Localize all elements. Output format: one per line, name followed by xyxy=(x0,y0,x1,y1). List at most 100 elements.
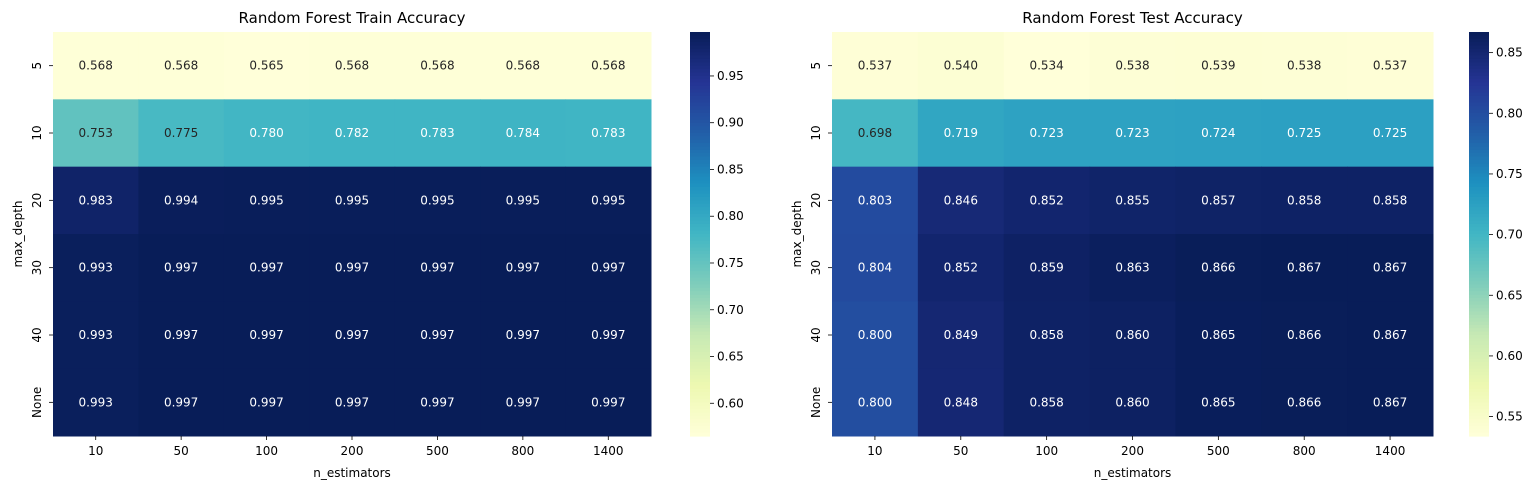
y-tick-label: 40 xyxy=(809,327,823,342)
colorbar-segment xyxy=(690,345,710,350)
heatmap-cell xyxy=(1089,234,1176,302)
colorbar-segment xyxy=(690,267,710,272)
y-tick-label: 5 xyxy=(809,62,823,70)
colorbar-segment xyxy=(690,89,710,94)
colorbar-segment xyxy=(690,116,710,121)
cell-value-label: 0.997 xyxy=(506,261,540,275)
cell-value-label: 0.997 xyxy=(164,395,198,409)
colorbar-segment xyxy=(690,72,710,77)
colorbar-segment xyxy=(1469,193,1489,198)
cell-value-label: 0.867 xyxy=(1373,395,1407,409)
colorbar-segment xyxy=(690,338,710,343)
colorbar-segment xyxy=(1469,392,1489,397)
y-tick-label: 20 xyxy=(809,193,823,208)
colorbar-segment xyxy=(1469,200,1489,205)
cell-value-label: 0.568 xyxy=(164,59,198,73)
x-tick-label: 100 xyxy=(1035,444,1058,458)
y-tick-label: 20 xyxy=(30,193,44,208)
colorbar-segment xyxy=(1469,385,1489,390)
colorbar-segment xyxy=(690,48,710,53)
cell-value-label: 0.859 xyxy=(1029,261,1063,275)
cell-value-label: 0.537 xyxy=(858,59,892,73)
colorbar-segment xyxy=(1469,32,1489,36)
colorbar-segment xyxy=(1469,395,1489,400)
colorbar-segment xyxy=(1469,69,1489,73)
colorbar-segment xyxy=(690,159,710,164)
colorbar-segment xyxy=(1469,345,1489,350)
colorbar-segment xyxy=(1469,112,1489,117)
cell-value-label: 0.994 xyxy=(164,193,198,207)
cell-value-label: 0.867 xyxy=(1287,261,1321,275)
colorbar-segment xyxy=(1469,284,1489,289)
colorbar-segment xyxy=(690,106,710,111)
colorbar-segment xyxy=(690,200,710,205)
colorbar-segment xyxy=(690,395,710,400)
heatmap-cell xyxy=(1347,301,1434,370)
heatmap-cell xyxy=(1003,234,1091,302)
heatmap-cell xyxy=(565,368,652,437)
colorbar: 0.55 0.60 0.65 0.70 0.75 0.80 0.85 xyxy=(1469,32,1523,437)
heatmap-cell xyxy=(394,32,481,100)
heatmap-cell xyxy=(480,32,567,100)
colorbar-segment xyxy=(1469,301,1489,306)
heatmap-cell xyxy=(1089,301,1176,370)
heatmap-cell xyxy=(565,99,652,168)
colorbar-segment xyxy=(1469,203,1489,208)
x-tick-label: 1400 xyxy=(1375,444,1406,458)
heatmap-cell xyxy=(53,166,139,235)
heatmap-cell xyxy=(565,166,652,235)
x-tick-label: 50 xyxy=(953,444,968,458)
colorbar-segment xyxy=(1469,247,1489,252)
colorbar-segment xyxy=(690,432,710,437)
colorbar-segment xyxy=(690,55,710,60)
cell-value-label: 0.783 xyxy=(591,126,625,140)
colorbar-tick-label: 0.75 xyxy=(717,256,744,270)
heatmap-cell xyxy=(394,234,481,302)
colorbar-segment xyxy=(1469,75,1489,80)
colorbar-segment xyxy=(690,412,710,417)
colorbar-segment xyxy=(690,85,710,90)
colorbar-segment xyxy=(1469,335,1489,339)
colorbar-segment xyxy=(1469,163,1489,168)
colorbar-segment xyxy=(690,244,710,249)
colorbar-segment xyxy=(1469,129,1489,134)
colorbar-segment xyxy=(1469,210,1489,215)
heatmap-cell xyxy=(53,368,139,437)
colorbar-segment xyxy=(690,180,710,185)
heatmap-cell xyxy=(480,301,567,370)
x-axis-label: n_estimators xyxy=(1094,466,1172,480)
heatmap-cell xyxy=(1347,99,1434,168)
heatmap-cell xyxy=(138,99,225,168)
colorbar-segment xyxy=(1469,159,1489,164)
cell-value-label: 0.865 xyxy=(1201,328,1235,342)
x-tick-label: 800 xyxy=(1293,444,1316,458)
colorbar-segment xyxy=(690,294,710,299)
colorbar-segment xyxy=(1469,321,1489,326)
cell-value-label: 0.860 xyxy=(1115,328,1149,342)
cell-value-label: 0.995 xyxy=(591,193,625,207)
colorbar-segment xyxy=(1469,180,1489,185)
heatmap-cell xyxy=(223,166,310,235)
colorbar-segment xyxy=(1469,358,1489,363)
cell-value-label: 0.997 xyxy=(335,328,369,342)
cell-value-label: 0.995 xyxy=(249,193,283,207)
colorbar-segment xyxy=(1469,183,1489,188)
colorbar-segment xyxy=(690,358,710,363)
colorbar-segment xyxy=(690,321,710,326)
x-tick-label: 10 xyxy=(867,444,882,458)
cell-value-label: 0.846 xyxy=(944,193,978,207)
colorbar-tick-label: 0.85 xyxy=(717,162,744,176)
chart-title: Random Forest Train Accuracy xyxy=(239,9,466,27)
colorbar-segment xyxy=(690,260,710,265)
x-axis-label: n_estimators xyxy=(313,466,391,480)
cell-value-label: 0.997 xyxy=(335,395,369,409)
heatmap-cell xyxy=(223,99,310,168)
colorbar-segment xyxy=(690,240,710,245)
colorbar-segment xyxy=(1469,415,1489,420)
heatmap-cell xyxy=(138,301,225,370)
cell-value-label: 0.568 xyxy=(506,59,540,73)
heatmap-cell xyxy=(309,301,396,370)
colorbar-segment xyxy=(690,129,710,134)
colorbar-segment xyxy=(1469,170,1489,174)
colorbar-segment xyxy=(690,297,710,302)
